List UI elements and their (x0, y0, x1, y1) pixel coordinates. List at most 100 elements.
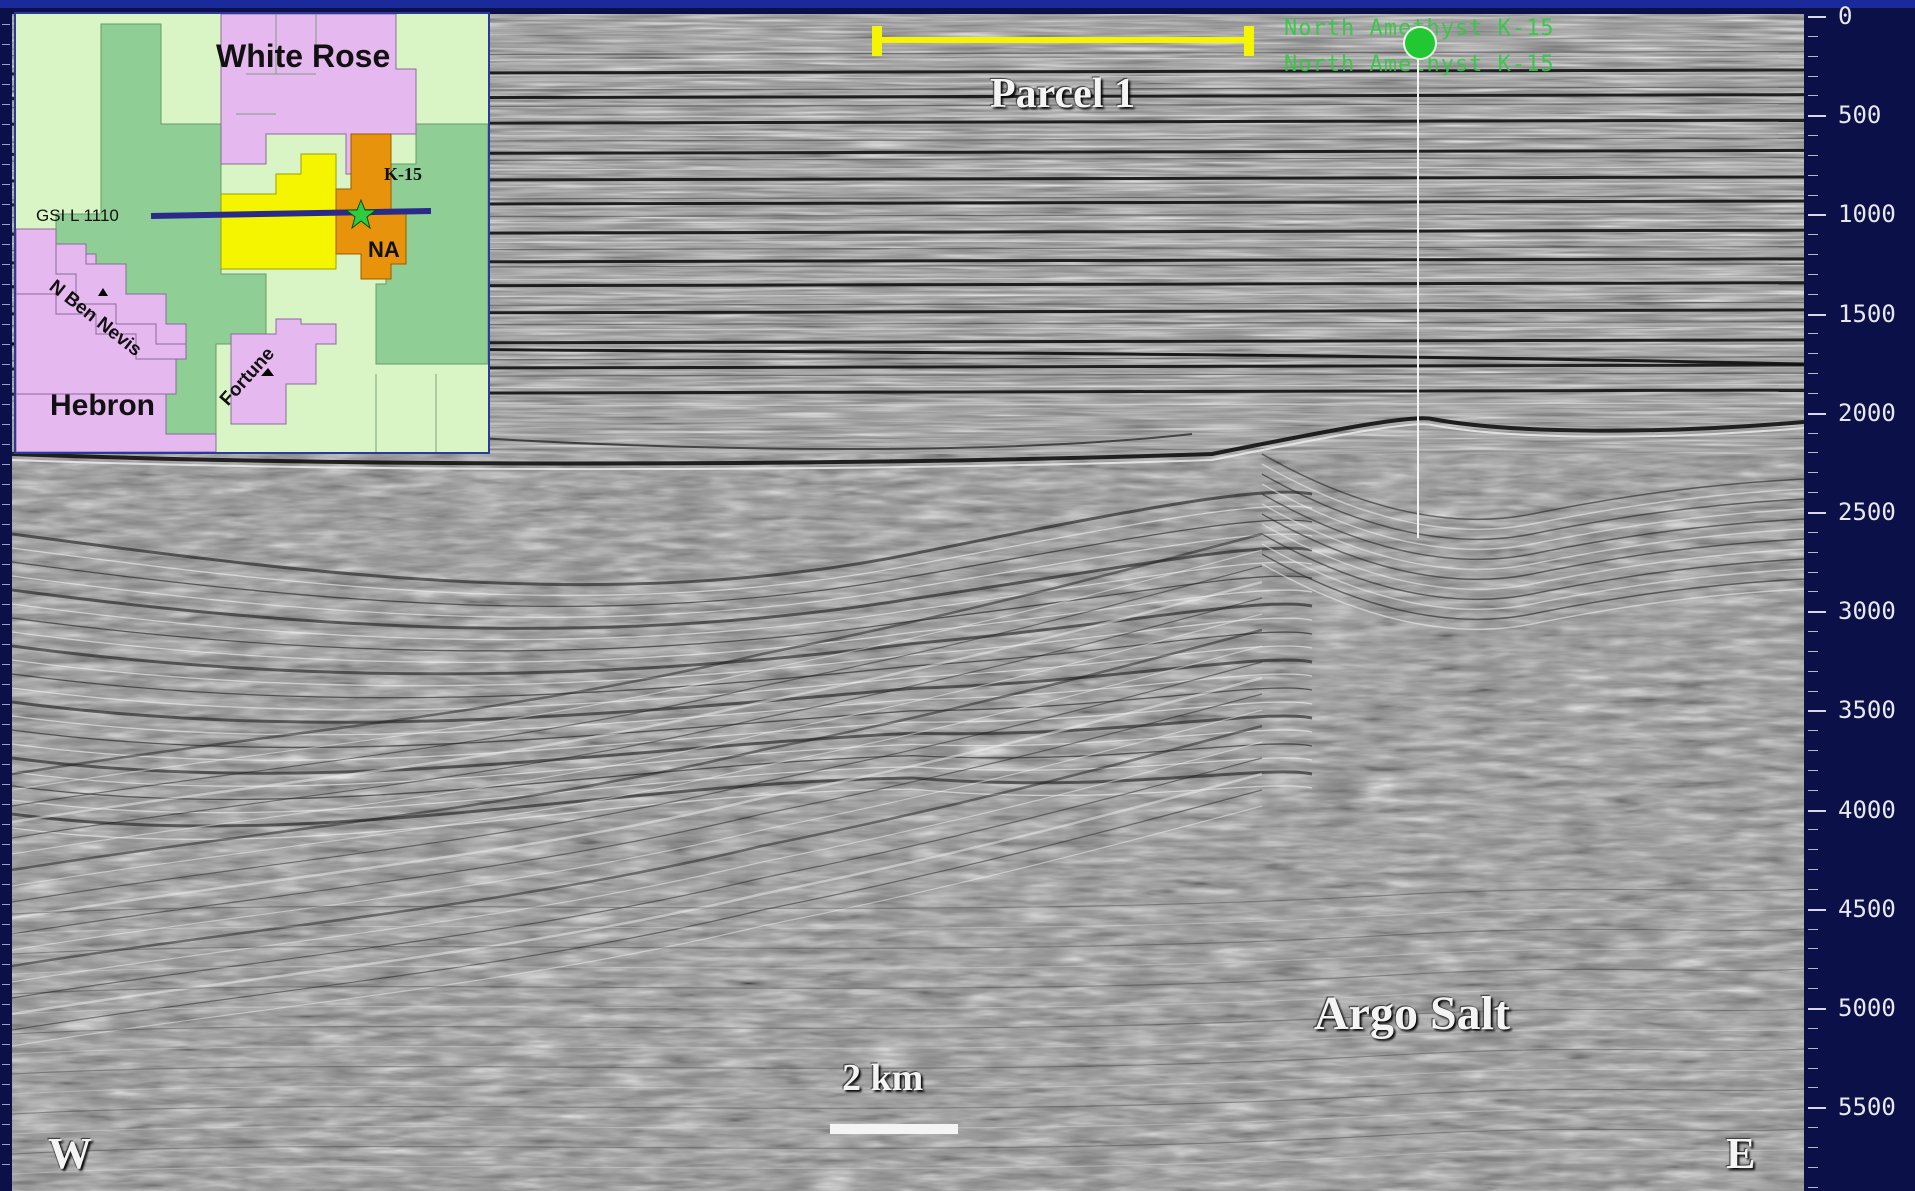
axis-minor-tick (1808, 1146, 1818, 1148)
well-path (1417, 58, 1419, 538)
seismic-reflector (12, 645, 1263, 887)
left-axis-tick (2, 624, 10, 625)
left-axis-tick (2, 344, 10, 345)
left-axis-tick (2, 504, 10, 505)
scale-bar-label: 2 km (842, 1057, 924, 1099)
left-axis-tick (2, 324, 10, 325)
left-axis-tick (2, 204, 10, 205)
inset-map-graphics (16, 14, 488, 452)
axis-minor-tick (1808, 968, 1818, 970)
axis-major-tick (1808, 214, 1826, 217)
west-label: W (48, 1129, 92, 1178)
triangle-marker-icon (98, 288, 108, 296)
seismic-reflector (12, 549, 1263, 791)
left-axis-tick (2, 784, 10, 785)
seismic-reflector (12, 575, 1313, 652)
axis-minor-tick (1808, 650, 1818, 652)
left-axis-tick (2, 564, 10, 565)
map-label-na: NA (368, 237, 400, 262)
axis-minor-tick (1808, 789, 1818, 791)
axis-major-tick (1808, 313, 1826, 316)
map-label-k15: K-15 (384, 164, 422, 184)
axis-minor-tick (1808, 432, 1818, 434)
left-axis-tick (2, 104, 10, 105)
seismic-reflector (12, 770, 1313, 828)
seismic-reflector (12, 661, 1263, 903)
axis-minor-tick (1808, 135, 1818, 137)
axis-minor-tick (1808, 492, 1818, 494)
axis-tick-label: 2000 (1838, 398, 1896, 427)
left-axis-tick (2, 724, 10, 725)
axis-minor-tick (1808, 928, 1818, 930)
axis-tick-label: 4000 (1838, 795, 1896, 824)
axis-tick-label: 1500 (1838, 299, 1896, 328)
axis-major-tick (1808, 115, 1826, 118)
east-label: E (1726, 1129, 1756, 1178)
parcel-label: Parcel 1 (990, 71, 1135, 117)
axis-minor-tick (1808, 392, 1818, 394)
left-axis-tick (2, 184, 10, 185)
axis-minor-tick (1808, 75, 1818, 77)
seismic-reflector (12, 533, 1313, 618)
axis-minor-tick (1808, 1087, 1818, 1089)
seismic-reflector (12, 709, 1263, 951)
left-axis-tick (2, 404, 10, 405)
seismic-reflector (12, 1068, 1804, 1095)
left-axis-tick (2, 644, 10, 645)
left-axis-tick (2, 44, 10, 45)
axis-major-tick (1808, 1107, 1826, 1110)
axis-minor-tick (1808, 1166, 1818, 1168)
left-axis-tick (2, 1144, 10, 1145)
axis-major-tick (1808, 16, 1826, 18)
seismic-reflector (12, 673, 1313, 736)
seismic-reflector (1261, 543, 1804, 611)
axis-major-tick (1808, 1008, 1826, 1010)
axis-minor-tick (1808, 254, 1818, 256)
seismic-reflector (12, 490, 1313, 587)
axis-minor-tick (1808, 829, 1818, 831)
seismic-reflector (12, 423, 1804, 471)
seismic-reflector (1261, 453, 1804, 521)
triangle-marker-icon (261, 368, 274, 376)
left-axis-tick (2, 544, 10, 545)
axis-minor-tick (1808, 154, 1818, 156)
seismic-reflector (12, 561, 1313, 641)
seismic-reflector (12, 805, 1263, 1047)
left-axis-tick (2, 844, 10, 845)
seismic-reflector (1261, 503, 1804, 571)
axis-minor-tick (1808, 769, 1818, 771)
left-axis-tick (2, 444, 10, 445)
left-axis-tick (2, 264, 10, 265)
seismic-reflector (12, 1148, 1804, 1175)
left-axis-tick (2, 864, 10, 865)
left-axis-tick (2, 364, 10, 365)
left-axis-tick (2, 764, 10, 765)
axis-minor-tick (1808, 95, 1818, 97)
seismic-line-trace (150, 208, 432, 219)
top-border (0, 0, 1915, 8)
left-axis-tick (2, 384, 10, 385)
seismic-reflector (411, 433, 1193, 450)
seismic-reflector (12, 416, 1804, 466)
axis-major-tick (1808, 611, 1826, 614)
left-axis-tick (2, 244, 10, 245)
left-axis-tick (2, 744, 10, 745)
map-label-hebron: Hebron (50, 389, 155, 422)
argo-salt-label: Argo Salt (1314, 987, 1510, 1040)
left-axis-tick (2, 944, 10, 945)
seismic-reflector (12, 628, 1263, 872)
axis-tick-label: 2500 (1838, 498, 1896, 526)
seismic-reflector (12, 772, 1263, 1016)
axis-minor-tick (1808, 293, 1818, 295)
axis-minor-tick (1808, 690, 1818, 692)
seismic-reflector (12, 602, 1313, 676)
axis-minor-tick (1808, 869, 1818, 871)
axis-tick-label: 5500 (1838, 1093, 1896, 1122)
axis-tick-label: 0 (1838, 2, 1853, 30)
seismic-reflector (12, 714, 1313, 775)
axis-minor-tick (1808, 591, 1818, 593)
axis-major-tick (1808, 908, 1826, 911)
axis-minor-tick (1808, 948, 1818, 950)
left-axis-tick (2, 804, 10, 805)
seismic-reflector (12, 645, 1313, 711)
